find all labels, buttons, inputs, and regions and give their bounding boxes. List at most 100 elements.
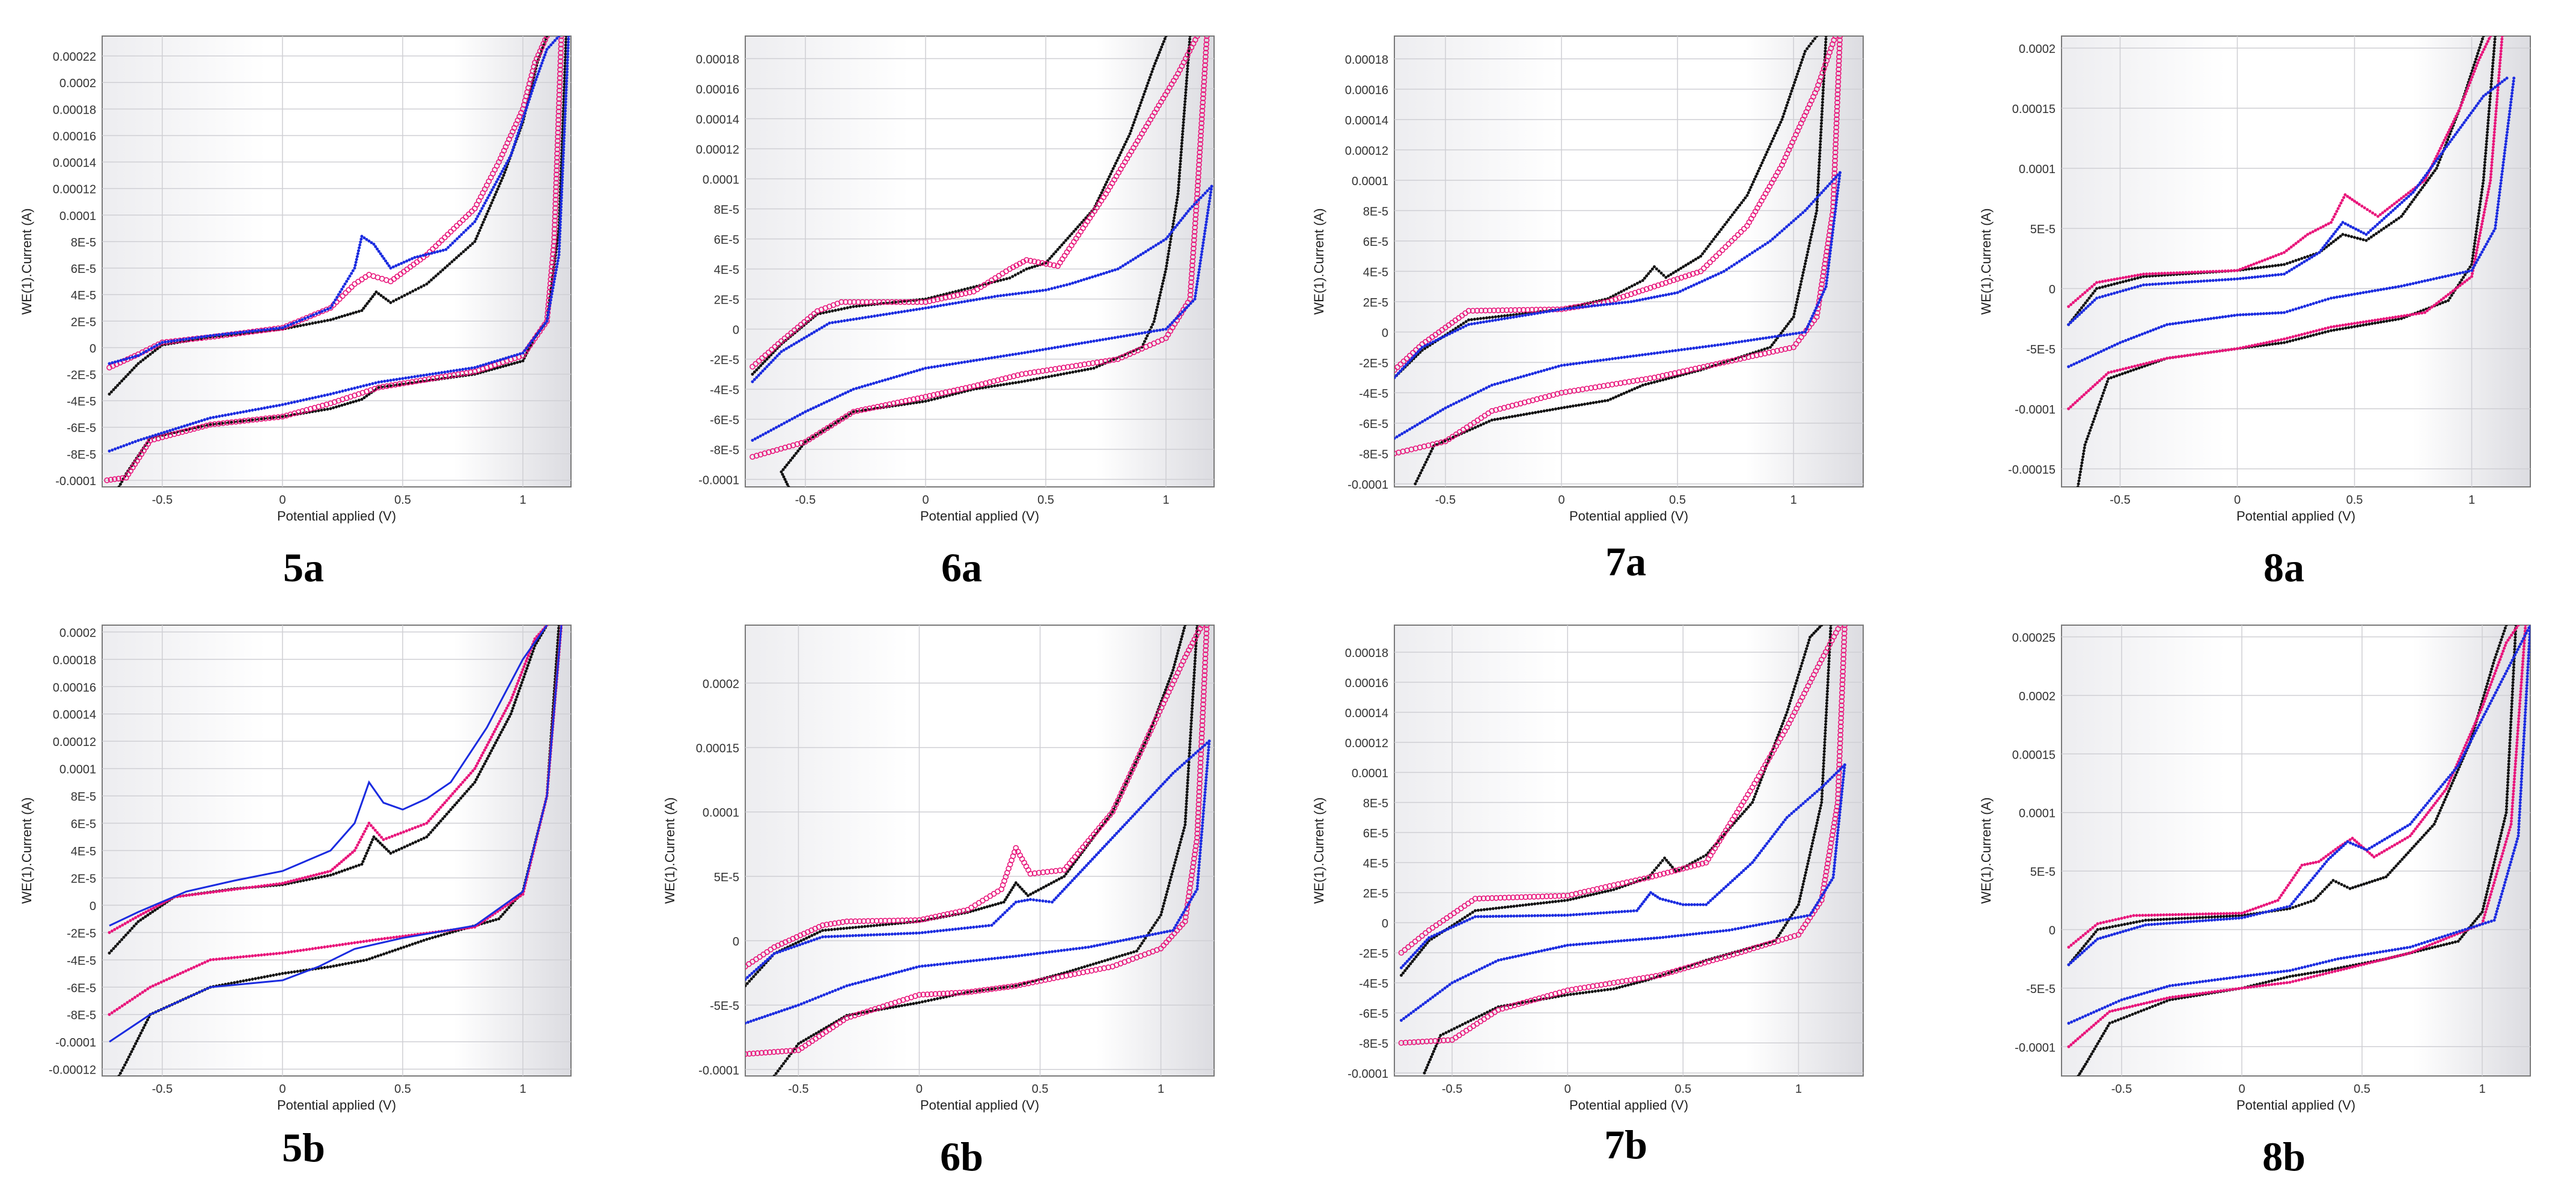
- y-tick-label: -2E-5: [1359, 357, 1388, 370]
- y-tick-label: 0: [733, 935, 739, 949]
- series-points-forward: [2067, 36, 2492, 308]
- y-tick-label: 0.0001: [60, 763, 96, 777]
- x-axis-title: Potential applied (V): [1569, 1098, 1688, 1113]
- y-tick-label: 0.0001: [1352, 767, 1388, 780]
- x-tick-label: 0.5: [1032, 1083, 1049, 1096]
- y-tick-label: 2E-5: [71, 316, 96, 329]
- x-tick-label: 0: [2234, 494, 2241, 507]
- y-tick-label: 0.00018: [53, 103, 96, 117]
- x-tick-label: -0.5: [788, 1083, 808, 1096]
- chart-8b: -0.0001 -5E-5 0 5E-5 0.0001 0.00015 0.0002 0.00…: [1959, 601, 2560, 1142]
- y-tick-label: 4E-5: [71, 845, 96, 858]
- y-tick-label: 0.00018: [1345, 647, 1388, 660]
- y-tick-label: -4E-5: [67, 396, 96, 409]
- caption-7a: 7a: [1605, 539, 1646, 584]
- y-tick-label: 0.00012: [53, 736, 96, 749]
- series-blue-5a: [108, 36, 570, 453]
- y-tick-label: -0.0001: [55, 475, 96, 488]
- plot-area: [102, 35, 572, 487]
- series-points-reverse: [1398, 625, 1848, 1046]
- y-tick-label: 0.00015: [2012, 748, 2056, 762]
- y-tick-label: 6E-5: [1363, 236, 1388, 249]
- y-tick-label: -2E-5: [67, 927, 96, 940]
- y-tick-label: -0.0001: [55, 1036, 96, 1050]
- y-tick-label: 0.0001: [703, 174, 739, 187]
- series-points-reverse: [780, 36, 1192, 487]
- caption-5a: 5a: [283, 545, 324, 590]
- series-blue-5b: [109, 625, 563, 1043]
- caption-7b: 7b: [1604, 1122, 1647, 1167]
- y-tick-label: 0.0001: [2019, 807, 2056, 820]
- y-tick-label: 0: [733, 324, 739, 337]
- x-tick-label: 1: [1790, 494, 1797, 507]
- series-line-forward: [109, 625, 548, 927]
- chart-6a: -0.0001 -8E-5 -6E-5 -4E-5 -2E-5 0 2E-5 4E-5 6E-5…: [643, 12, 1244, 553]
- y-tick-label: 6E-5: [714, 234, 739, 247]
- y-tick-label: 6E-5: [1363, 827, 1388, 840]
- y-tick-label: 0.0002: [2019, 43, 2056, 56]
- y-tick-label: -4E-5: [1359, 387, 1388, 400]
- y-tick-label: 0.00018: [53, 654, 96, 667]
- caption-8b: 8b: [2262, 1134, 2306, 1179]
- series-black-6a: [751, 36, 1192, 487]
- x-tick-label: 1: [2479, 1083, 2485, 1096]
- x-tick-label: 1: [1158, 1083, 1164, 1096]
- y-tick-label: 5E-5: [2030, 223, 2056, 236]
- y-tick-label: -8E-5: [67, 1009, 96, 1022]
- series-magenta-6b: [745, 625, 1210, 1057]
- plot-area: [2061, 625, 2531, 1077]
- x-tick-label: 0.5: [2346, 494, 2363, 507]
- series-points-reverse: [2067, 625, 2527, 1048]
- y-tick-label: -8E-5: [67, 448, 96, 462]
- series-points-reverse: [2067, 76, 2516, 368]
- series-points-forward: [108, 36, 561, 365]
- y-tick-label: 0.00016: [696, 84, 739, 97]
- y-tick-label: 0.00012: [696, 144, 739, 157]
- x-tick-label: 0.5: [2354, 1083, 2370, 1096]
- series-blue-8b: [2067, 625, 2530, 1025]
- y-tick-label: 0.00015: [2012, 103, 2056, 116]
- y-tick-label: 0: [90, 900, 96, 913]
- y-tick-label: -0.0001: [2015, 403, 2056, 417]
- x-axis-title: Potential applied (V): [1569, 509, 1688, 524]
- x-tick-label: 0: [1564, 1083, 1571, 1096]
- y-tick-label: -6E-5: [67, 422, 96, 435]
- series-magenta-6a: [749, 36, 1210, 460]
- y-tick-label: -0.00015: [2008, 463, 2056, 477]
- series-points-reverse: [2067, 625, 2530, 1025]
- y-tick-label: 4E-5: [1363, 266, 1388, 279]
- y-tick-label: -0.0001: [698, 1064, 739, 1077]
- y-tick-label: -6E-5: [1359, 1007, 1388, 1021]
- y-tick-label: 0.00016: [1345, 677, 1388, 690]
- x-tick-label: 0: [1558, 494, 1564, 507]
- caption-6b: 6b: [940, 1134, 983, 1179]
- chart-svg-5a: -0.0001 -8E-5 -6E-5 -4E-5 -2E-5 0 2E-5 4E-5 6E-5…: [19, 35, 572, 524]
- x-tick-label: 1: [519, 494, 526, 507]
- y-tick-label: 0.00018: [696, 53, 739, 67]
- y-tick-label: -2E-5: [1359, 947, 1388, 961]
- x-tick-label: -0.5: [1435, 494, 1456, 507]
- x-tick-label: 0: [916, 1083, 923, 1096]
- series-points-forward: [1398, 625, 1843, 956]
- x-tick-label: -0.5: [2110, 494, 2130, 507]
- y-tick-label: 0.00015: [696, 742, 739, 756]
- series-points-reverse: [745, 625, 1210, 1057]
- y-tick-label: -4E-5: [1359, 977, 1388, 991]
- caption-5b: 5b: [282, 1125, 325, 1170]
- series-points-forward: [1394, 171, 1842, 379]
- y-axis-title: WE(1).Current (A): [1979, 797, 1994, 903]
- plot-area: [745, 625, 1215, 1077]
- y-tick-label: 0.0001: [703, 807, 739, 820]
- series-points-reverse: [749, 36, 1210, 460]
- x-axis-title: Potential applied (V): [2236, 509, 2355, 524]
- caption-6a: 6a: [941, 545, 982, 590]
- y-tick-label: -4E-5: [710, 384, 739, 397]
- y-tick-label: 6E-5: [71, 263, 96, 276]
- x-axis-title: Potential applied (V): [920, 1098, 1039, 1113]
- series-blue-6a: [751, 185, 1213, 442]
- x-tick-label: 0.5: [394, 1083, 411, 1096]
- series-points-forward: [745, 739, 1211, 981]
- caption-8a: 8a: [2263, 545, 2304, 590]
- y-tick-label: 0.0002: [703, 677, 739, 691]
- y-tick-label: 0.0001: [1352, 175, 1388, 188]
